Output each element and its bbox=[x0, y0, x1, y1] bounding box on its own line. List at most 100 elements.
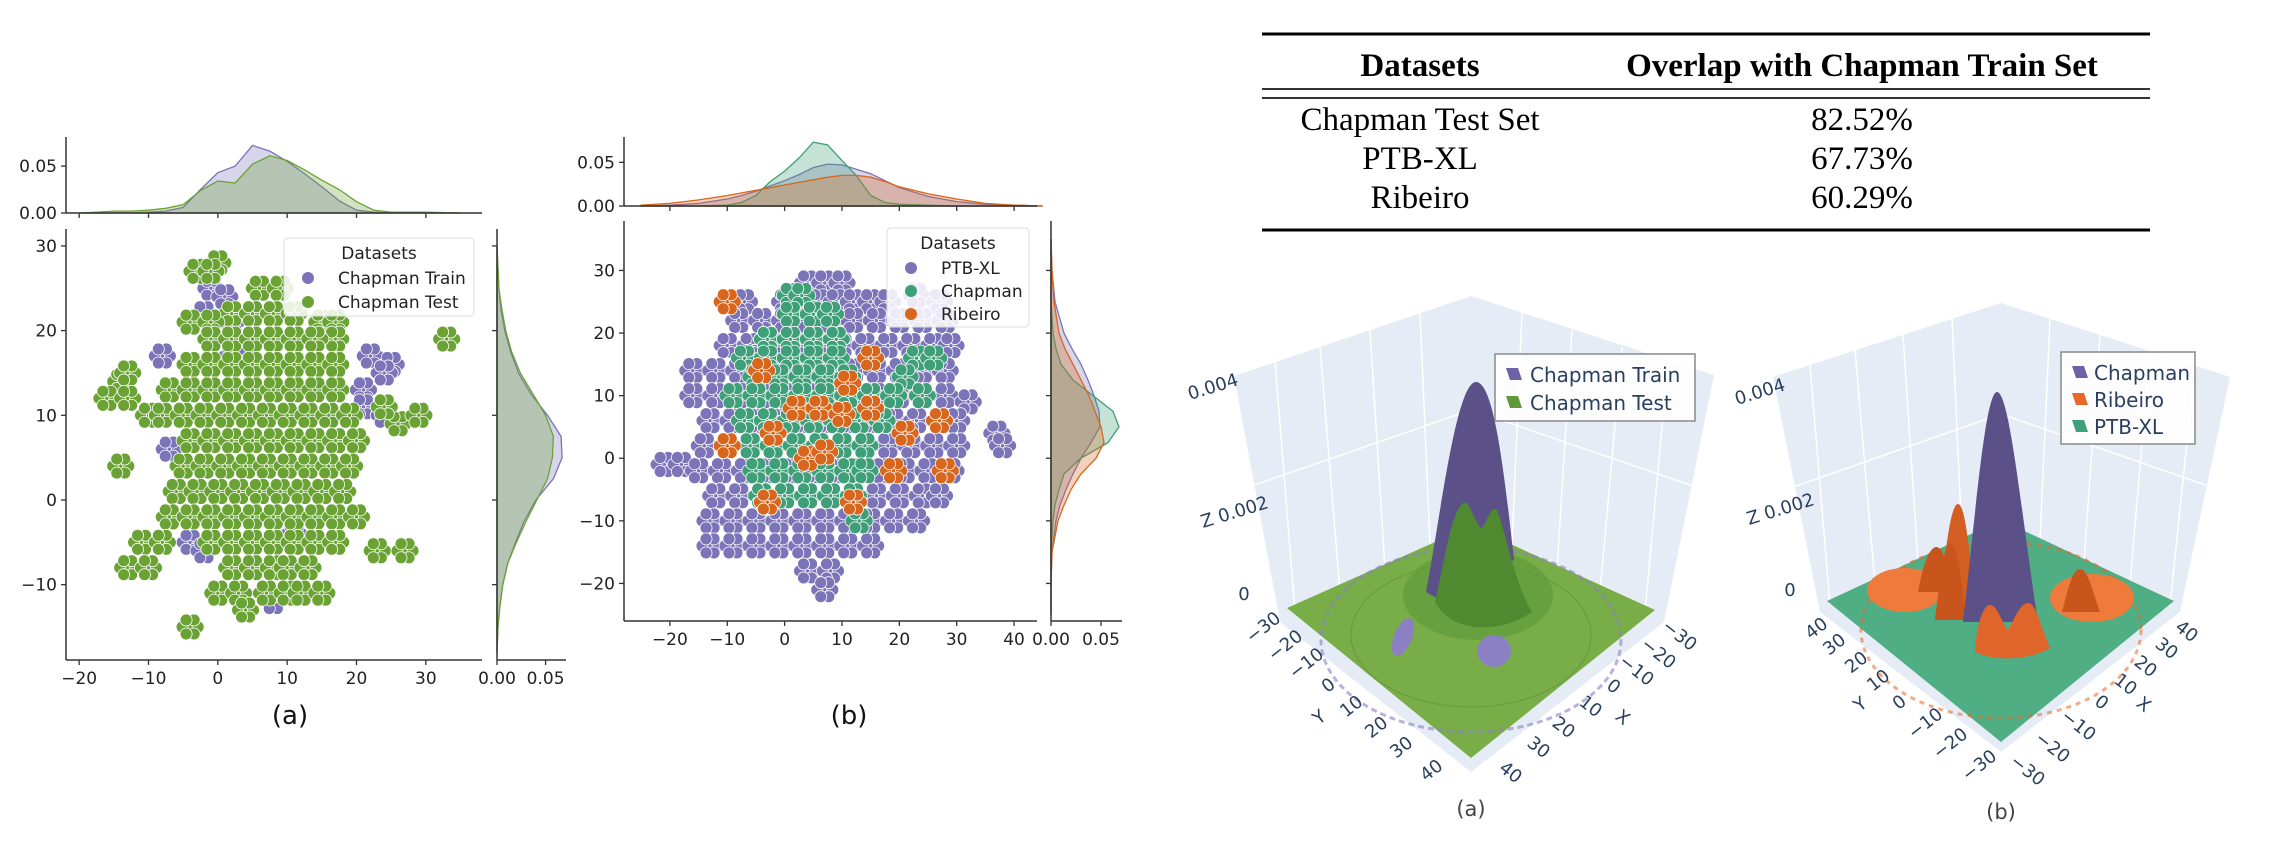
point-marker bbox=[768, 532, 782, 546]
x-tick-label: 40 bbox=[1495, 757, 1526, 788]
point-marker bbox=[242, 351, 255, 364]
density-tick-label: 0.05 bbox=[19, 157, 57, 177]
legend-swatch-chapman-train bbox=[1506, 368, 1522, 380]
point-marker bbox=[739, 446, 753, 460]
point-marker bbox=[745, 457, 759, 471]
point-marker bbox=[854, 471, 868, 485]
legend-marker bbox=[905, 262, 917, 274]
point-marker bbox=[785, 408, 799, 422]
series-chapman-test bbox=[92, 249, 462, 641]
point-marker bbox=[172, 452, 186, 466]
scatter-point bbox=[224, 478, 254, 505]
point-marker bbox=[768, 457, 782, 471]
x-tick-label: 30 bbox=[415, 669, 437, 689]
scatter-point bbox=[362, 537, 392, 565]
legend-label: Chapman Test bbox=[1530, 391, 1672, 415]
density-curve bbox=[79, 155, 461, 214]
point-marker bbox=[883, 471, 896, 485]
point-marker bbox=[934, 371, 948, 385]
point-marker bbox=[722, 396, 736, 410]
point-marker bbox=[186, 478, 200, 491]
point-marker bbox=[110, 466, 124, 480]
point-marker bbox=[255, 415, 269, 429]
point-marker bbox=[276, 554, 290, 568]
scatter-point bbox=[833, 369, 863, 397]
point-marker bbox=[860, 344, 874, 358]
point-marker bbox=[682, 371, 696, 385]
density-tick-label: 0.00 bbox=[478, 669, 516, 689]
point-marker bbox=[705, 357, 719, 371]
marginal-density-top: 0.00 0.05 bbox=[577, 137, 1043, 217]
scatter-point bbox=[321, 376, 351, 404]
point-marker bbox=[221, 568, 235, 582]
point-marker bbox=[906, 507, 919, 521]
point-marker bbox=[297, 554, 311, 568]
scatter-points bbox=[92, 249, 462, 641]
point-marker bbox=[705, 371, 719, 385]
scene-gridlines bbox=[1239, 312, 1706, 613]
scatter-point bbox=[238, 300, 267, 328]
point-marker bbox=[929, 421, 942, 435]
scatter-point bbox=[279, 503, 309, 531]
scatter-point bbox=[701, 482, 731, 510]
point-marker bbox=[745, 532, 759, 546]
point-marker bbox=[318, 452, 332, 466]
point-marker bbox=[325, 376, 339, 390]
scatter-point bbox=[217, 503, 247, 531]
point-marker bbox=[186, 271, 200, 285]
point-marker bbox=[179, 322, 193, 336]
point-marker bbox=[779, 314, 793, 328]
x-tick-label: −30 bbox=[2006, 751, 2049, 791]
axes: −20 −10 0 10 20 30 −10 0 10 20 30 bbox=[21, 213, 497, 689]
point-marker bbox=[117, 568, 131, 582]
point-marker bbox=[325, 365, 339, 378]
point-marker bbox=[739, 332, 753, 345]
legend-marker bbox=[905, 285, 917, 297]
y-tick-label: 20 bbox=[1841, 647, 1872, 678]
scatter-point bbox=[175, 308, 205, 336]
point-marker bbox=[262, 314, 276, 328]
point-marker bbox=[262, 325, 276, 339]
x-tick-label: 30 bbox=[946, 630, 968, 650]
point-marker bbox=[242, 568, 255, 582]
point-marker bbox=[158, 517, 172, 531]
point-marker bbox=[200, 390, 214, 404]
point-marker bbox=[325, 517, 339, 531]
point-marker bbox=[200, 351, 214, 364]
point-marker bbox=[249, 288, 262, 302]
legend: Chapman Train Chapman Test bbox=[1494, 353, 1696, 422]
scatter-point bbox=[925, 482, 954, 510]
caption: (a) bbox=[1456, 797, 1485, 821]
point-marker bbox=[283, 376, 297, 390]
point-marker bbox=[865, 321, 879, 334]
table-cell-overlap: 60.29% bbox=[1811, 180, 1913, 216]
y-tick-label: −20 bbox=[579, 574, 615, 594]
scatter-point bbox=[907, 382, 937, 410]
scatter-point bbox=[741, 382, 771, 410]
point-marker bbox=[276, 579, 290, 593]
point-marker bbox=[814, 471, 828, 485]
point-marker bbox=[745, 382, 759, 396]
point-marker bbox=[200, 308, 214, 322]
scatter-point bbox=[258, 528, 288, 556]
table-header-datasets: Datasets bbox=[1360, 48, 1479, 84]
scatter-point bbox=[850, 457, 880, 485]
point-marker bbox=[929, 496, 942, 510]
point-marker bbox=[797, 557, 810, 571]
point-marker bbox=[283, 325, 297, 339]
point-marker bbox=[940, 332, 954, 345]
point-marker bbox=[693, 432, 707, 446]
point-marker bbox=[283, 542, 297, 556]
point-marker bbox=[276, 401, 290, 415]
scatter-point bbox=[286, 478, 316, 505]
scatter-point bbox=[747, 357, 777, 385]
point-marker bbox=[221, 528, 235, 542]
point-marker bbox=[262, 542, 276, 556]
x-axis-title: X bbox=[1611, 706, 1634, 730]
point-marker bbox=[883, 521, 896, 535]
point-marker bbox=[242, 390, 255, 404]
point-marker bbox=[311, 579, 325, 593]
legend-label: Chapman Train bbox=[338, 269, 466, 289]
scatter-point bbox=[196, 257, 226, 285]
point-marker bbox=[359, 342, 373, 356]
